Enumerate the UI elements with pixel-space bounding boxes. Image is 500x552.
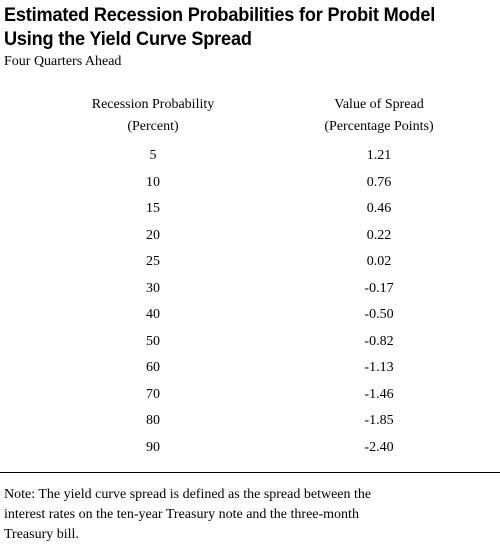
table-note: Note: The yield curve spread is defined … bbox=[4, 485, 498, 545]
note-line-1: Note: The yield curve spread is defined … bbox=[4, 487, 372, 502]
table-body: 5 1.21 10 0.76 15 0.46 20 0.22 25 0.02 3… bbox=[0, 146, 500, 464]
probability-cell: 15 bbox=[146, 201, 160, 216]
table-row: 10 0.76 bbox=[0, 173, 500, 200]
probability-cell: 20 bbox=[146, 227, 160, 243]
table-row: 70 -1.46 bbox=[0, 385, 500, 412]
probability-cell: 70 bbox=[146, 386, 160, 402]
spread-cell: -1.85 bbox=[364, 413, 394, 428]
column-header-probability-line-2: (Percent) bbox=[127, 119, 179, 134]
column-header-probability-line-1: Recession Probability bbox=[91, 97, 215, 112]
spread-cell: -0.82 bbox=[364, 333, 394, 349]
column-header-value-of-spread: Value of Spread (Percentage Points) bbox=[286, 94, 472, 138]
spread-cell: -0.17 bbox=[364, 280, 394, 296]
probability-cell: 90 bbox=[146, 439, 160, 455]
probability-cell: 60 bbox=[146, 360, 160, 375]
table-row: 25 0.02 bbox=[0, 252, 500, 279]
table-row: 60 -1.13 bbox=[0, 358, 500, 385]
spread-cell: 0.02 bbox=[366, 254, 392, 269]
spread-cell: -2.40 bbox=[364, 439, 394, 455]
table-row: 40 -0.50 bbox=[0, 305, 500, 332]
table-row: 50 -0.82 bbox=[0, 332, 500, 359]
table-subtitle: Four Quarters Ahead bbox=[4, 54, 122, 69]
probability-cell: 30 bbox=[146, 280, 160, 296]
spread-cell: 1.21 bbox=[366, 148, 392, 163]
probability-cell: 40 bbox=[146, 307, 160, 322]
spread-cell: 0.76 bbox=[366, 174, 392, 190]
table-row: 80 -1.85 bbox=[0, 411, 500, 438]
table-divider bbox=[0, 472, 500, 473]
spread-cell: -0.50 bbox=[364, 307, 394, 322]
table-title-line-1: Estimated Recession Probabilities for Pr… bbox=[4, 4, 436, 26]
probability-cell: 80 bbox=[146, 413, 160, 428]
column-header-spread-line-2: (Percentage Points) bbox=[324, 119, 434, 134]
probability-cell: 25 bbox=[146, 254, 160, 269]
probability-cell: 5 bbox=[149, 148, 157, 163]
spread-cell: 0.46 bbox=[366, 201, 392, 216]
probability-cell: 50 bbox=[146, 333, 160, 349]
table-row: 5 1.21 bbox=[0, 146, 500, 173]
table-title: Estimated Recession Probabilities for Pr… bbox=[4, 3, 462, 51]
note-line-3: Treasury bill. bbox=[4, 527, 79, 542]
table-title-line-2: Using the Yield Curve Spread bbox=[4, 28, 252, 50]
spread-cell: 0.22 bbox=[366, 227, 392, 243]
probability-cell: 10 bbox=[146, 174, 160, 190]
note-line-2: interest rates on the ten-year Treasury … bbox=[4, 507, 359, 522]
table-row: 15 0.46 bbox=[0, 199, 500, 226]
table-row: 90 -2.40 bbox=[0, 438, 500, 465]
spread-cell: -1.46 bbox=[364, 386, 394, 402]
column-header-recession-probability: Recession Probability (Percent) bbox=[60, 94, 246, 138]
table-row: 20 0.22 bbox=[0, 226, 500, 253]
table-row: 30 -0.17 bbox=[0, 279, 500, 306]
spread-cell: -1.13 bbox=[364, 360, 394, 375]
column-header-spread-line-1: Value of Spread bbox=[334, 97, 424, 112]
